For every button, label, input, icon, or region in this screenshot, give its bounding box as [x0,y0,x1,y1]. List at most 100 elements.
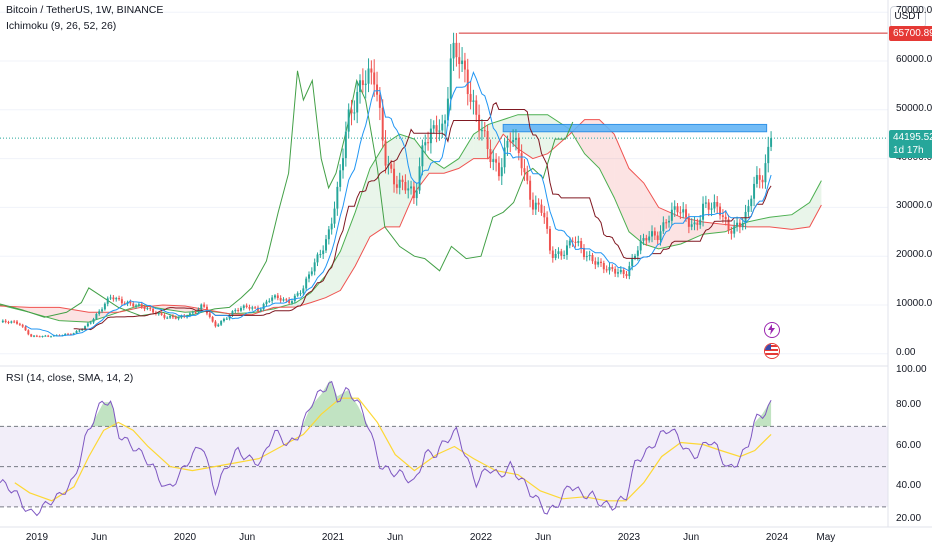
symbol-legend[interactable]: Bitcoin / TetherUS, 1W, BINANCE [6,4,163,16]
candle-body [75,330,78,334]
candle-body [707,202,710,210]
candle-body [305,278,308,289]
candle-body [704,202,707,204]
rsi-pane[interactable] [0,380,888,517]
cloud-segment [518,114,533,159]
candle-body [520,153,523,169]
candle-body [200,304,203,310]
candle-body [495,159,498,163]
candle-body [741,222,744,228]
candle-body [16,321,18,324]
candle-body [81,329,84,331]
ichimoku-legend[interactable]: Ichimoku (9, 26, 52, 26) [6,20,116,32]
candle-body [30,334,33,337]
kijun-line [73,102,772,331]
candle-body [639,240,642,251]
candle-body [359,80,362,92]
candle-body [211,316,214,322]
candle-body [634,255,636,258]
candle-body [140,304,143,307]
price-tick-label: 50000.00 [896,102,932,114]
candle-body [736,222,739,227]
leading-span-b [0,119,822,316]
candle-body [551,250,554,258]
candle-body [160,313,163,315]
candle-body [738,222,741,228]
candle-body [356,91,359,113]
candle-body [86,323,89,327]
candle-body [344,131,347,159]
candle-body [118,298,121,300]
candle-body [242,305,245,309]
candle-body [719,206,722,216]
candle-body [112,297,115,300]
price-pane[interactable] [0,11,888,355]
candle-body [693,222,696,225]
rsi-tick-label: 80.00 [896,399,922,411]
candle-body [764,163,767,183]
cloud-segment [809,180,822,227]
candle-body [180,315,183,318]
candle-body [222,318,225,322]
cloud-segment [310,275,326,303]
candle-body [370,68,373,73]
candle-body [676,206,679,213]
price-tick-label: 70000.00 [896,5,932,17]
candle-body [203,304,206,307]
candle-body [95,313,98,320]
candle-body [373,72,376,85]
candle-body [367,68,370,84]
candle-body [679,212,682,214]
candle-body [398,179,401,188]
candle-body [497,162,500,177]
cloud-segment [162,305,185,313]
candle-body [333,208,336,224]
candle-body [421,145,424,167]
candle-body [342,158,345,171]
time-tick-label: 2021 [321,532,345,543]
candle-body [506,140,509,148]
candle-body [271,297,274,301]
candle-body [486,130,489,150]
candle-body [325,239,327,251]
time-tick-label: 2019 [25,532,49,543]
price-tick-label: 10000.00 [896,298,932,309]
candle-body [770,138,773,147]
candle-body [254,307,257,309]
candle-body [169,315,172,318]
candle-body [427,142,430,144]
candle-body [753,183,756,199]
rsi-legend[interactable]: RSI (14, close, SMA, 14, 2) [6,372,133,384]
candle-body [755,175,758,184]
candle-body [554,253,557,258]
candle-body [410,186,413,189]
candle-body [384,140,387,166]
lightning-icon[interactable] [764,322,780,338]
price-tick-label: 0.00 [896,346,916,358]
candle-body [205,306,208,314]
candle-body [177,317,180,319]
candle-body [291,301,293,303]
ichimoku-label: Ichimoku (9, 26, 52, 26) [6,20,117,32]
candle-body [101,309,104,312]
us-flag-icon[interactable] [764,343,780,359]
candle-body [441,123,444,131]
candle-body [279,298,282,301]
candle-body [251,307,254,309]
candle-body [710,208,713,210]
candle-body [401,179,404,182]
candle-body [381,107,384,141]
cloud-segment [599,119,615,198]
candle-body [531,199,534,210]
candle-body [713,202,716,209]
cloud-segment [747,217,770,227]
candle-body [404,181,407,191]
candle-body [747,206,750,212]
candle-body [645,238,648,241]
candle-body [625,274,628,277]
candle-body [327,229,330,240]
candle-body [461,60,464,65]
candle-body [412,186,415,199]
candle-body [673,206,676,210]
